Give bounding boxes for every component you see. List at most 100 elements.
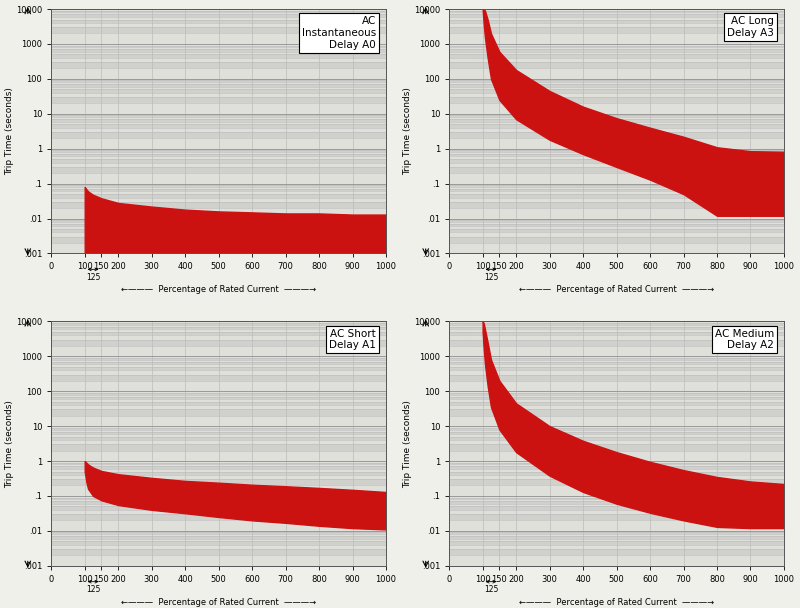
Bar [51, 119, 386, 122]
Bar [51, 416, 386, 426]
Bar [449, 346, 784, 356]
Bar [51, 162, 386, 167]
Bar [51, 549, 386, 555]
Bar [449, 469, 784, 472]
Bar [449, 461, 784, 463]
Bar [51, 114, 386, 116]
Bar [51, 15, 386, 17]
Bar [51, 52, 386, 55]
Bar [51, 434, 386, 437]
Bar [449, 154, 784, 156]
Bar [51, 85, 386, 86]
Text: 125: 125 [484, 273, 498, 282]
Bar [449, 124, 784, 128]
Bar [449, 138, 784, 149]
Bar [51, 68, 386, 79]
Bar [51, 451, 386, 461]
Bar [51, 33, 386, 44]
Bar [51, 520, 386, 531]
Bar [449, 485, 784, 496]
Bar [51, 367, 386, 370]
Bar [51, 427, 386, 429]
Bar [449, 89, 784, 93]
Bar [449, 103, 784, 114]
Bar [51, 150, 386, 152]
Bar [449, 116, 784, 117]
Bar [449, 506, 784, 510]
Bar [51, 218, 386, 220]
Bar [449, 375, 784, 381]
Bar [449, 9, 784, 11]
Bar [449, 514, 784, 520]
Bar [449, 119, 784, 122]
Bar [51, 93, 386, 97]
Bar [51, 232, 386, 237]
Bar [51, 82, 386, 85]
Bar [449, 23, 784, 27]
Bar [449, 539, 784, 541]
Bar [51, 503, 386, 506]
Bar [51, 533, 386, 534]
Bar [449, 86, 784, 89]
Bar [51, 194, 386, 198]
Bar [449, 97, 784, 103]
Y-axis label: Trip Time (seconds): Trip Time (seconds) [403, 399, 413, 488]
Bar [449, 80, 784, 82]
Bar [449, 427, 784, 429]
Bar [449, 496, 784, 497]
Bar [449, 194, 784, 198]
Bar [51, 103, 386, 114]
Bar [51, 89, 386, 93]
Bar [449, 329, 784, 332]
Bar [51, 335, 386, 340]
Bar [449, 391, 784, 393]
Bar [449, 533, 784, 534]
Bar [51, 502, 386, 503]
Bar [51, 506, 386, 510]
Y-axis label: Trip Time (seconds): Trip Time (seconds) [6, 88, 14, 175]
Bar [51, 47, 386, 49]
Bar [51, 80, 386, 82]
Bar [51, 541, 386, 545]
Bar [51, 469, 386, 472]
Bar [449, 393, 784, 395]
Bar [51, 322, 386, 323]
Bar [449, 360, 784, 362]
Bar [51, 224, 386, 226]
Bar [449, 340, 784, 346]
Bar [51, 62, 386, 68]
Bar [449, 444, 784, 451]
Bar [51, 189, 386, 192]
Bar [449, 356, 784, 358]
Bar [51, 393, 386, 395]
Bar [51, 46, 386, 47]
Bar [51, 444, 386, 451]
Bar [449, 189, 784, 192]
Bar [449, 49, 784, 52]
Text: ←———  Percentage of Rated Current  ———→: ←——— Percentage of Rated Current ———→ [121, 285, 316, 294]
Bar [51, 159, 386, 162]
Bar [449, 399, 784, 402]
Bar [51, 237, 386, 243]
Bar [449, 370, 784, 375]
Bar [449, 429, 784, 432]
Bar [449, 208, 784, 218]
Bar [51, 440, 386, 444]
Bar [51, 184, 386, 185]
Bar [51, 19, 386, 23]
Bar [51, 534, 386, 536]
Bar [51, 332, 386, 335]
Bar [449, 416, 784, 426]
Bar [449, 396, 784, 399]
Bar [449, 409, 784, 416]
Bar [449, 224, 784, 226]
Bar [51, 86, 386, 89]
Bar [51, 340, 386, 346]
Bar [51, 402, 386, 405]
Bar [449, 220, 784, 222]
Bar [449, 362, 784, 364]
Bar [449, 531, 784, 533]
Bar [449, 503, 784, 506]
Bar [449, 55, 784, 58]
Bar [51, 466, 386, 469]
